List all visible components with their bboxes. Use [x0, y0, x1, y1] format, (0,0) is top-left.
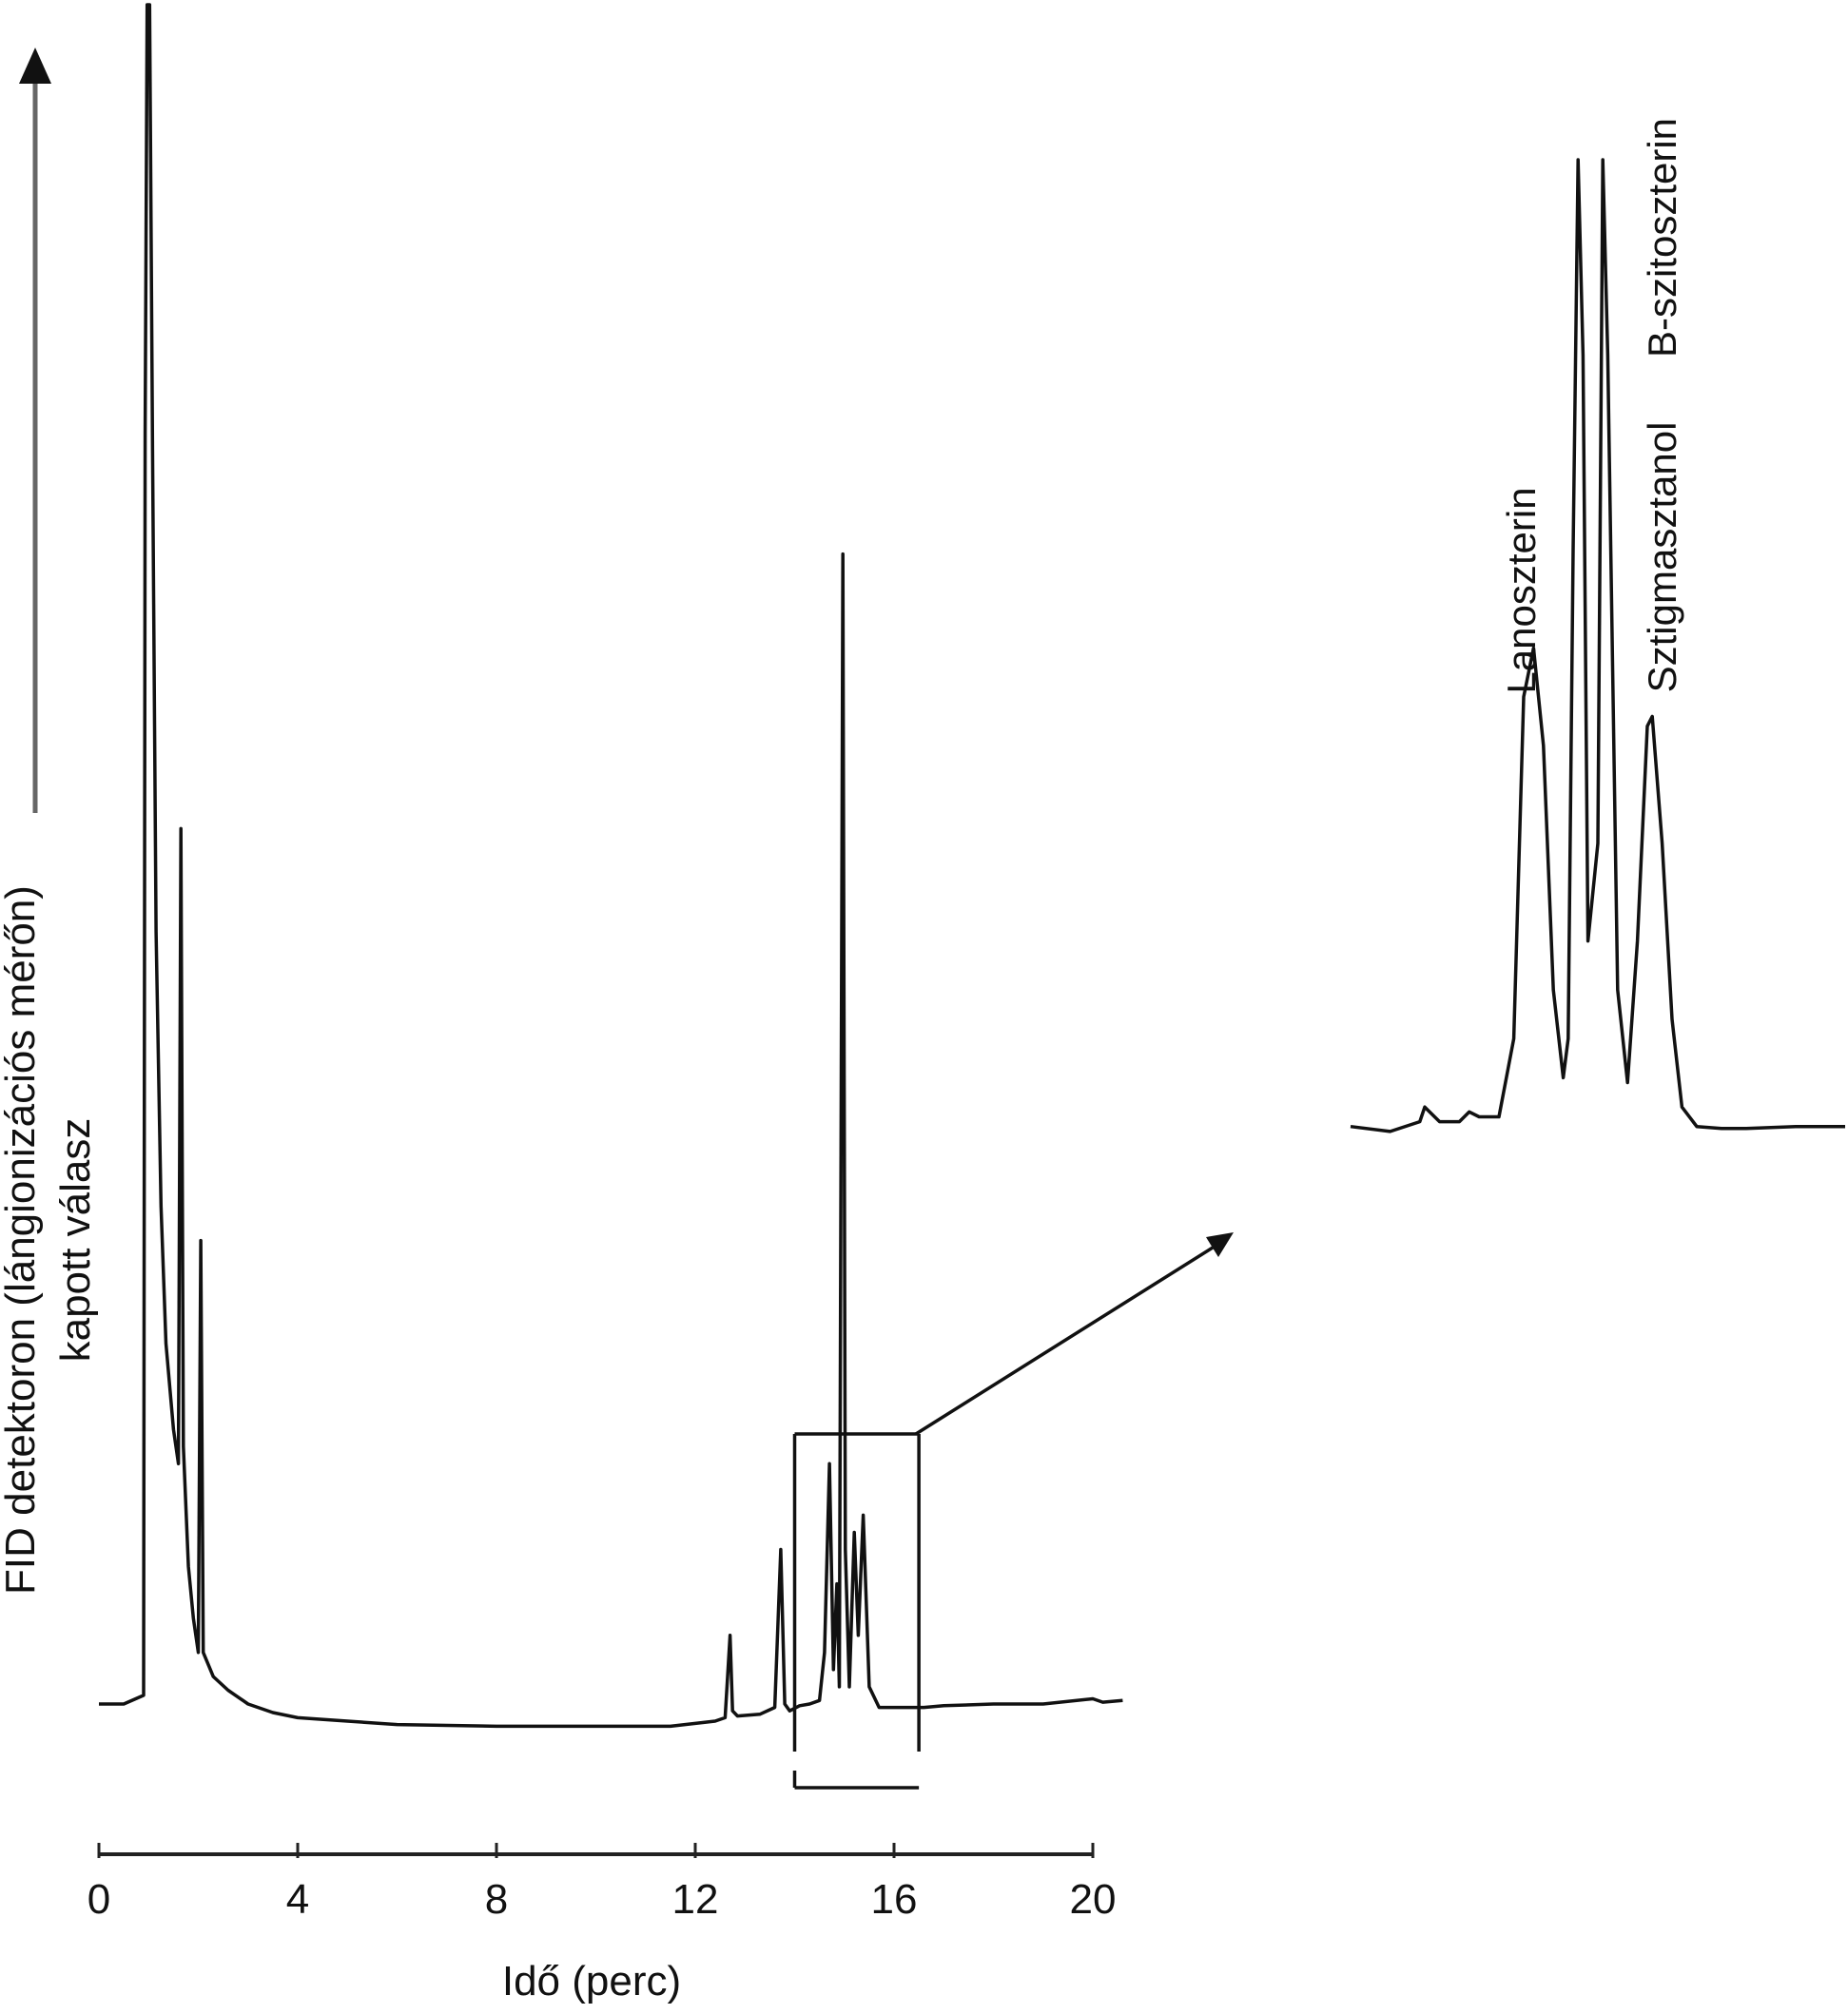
zoom-connector-arrow-head: [1206, 1232, 1234, 1257]
x-tick-label-2: 8: [485, 1876, 508, 1923]
x-tick-label-4: 16: [871, 1876, 918, 1923]
zoom-connector-arrow-line: [915, 1246, 1214, 1436]
peak-label-b-szitoszterin: B-szitoszterin: [1640, 118, 1684, 358]
x-tick-label-5: 20: [1070, 1876, 1117, 1923]
x-axis-title: Idő (perc): [502, 1958, 681, 2004]
x-tick-label-3: 12: [672, 1876, 719, 1923]
x-tick-label-0: 0: [88, 1876, 110, 1923]
peak-label-sztigmasztanol: Sztigmasztanol: [1640, 422, 1684, 693]
x-tick-label-1: 4: [286, 1876, 309, 1923]
peak-label-lanoszterin: Lanoszterin: [1499, 487, 1544, 693]
zoom-window: [792, 1432, 921, 1790]
y-axis-arrow-head: [19, 48, 51, 84]
inset-series-line: [1350, 158, 1845, 1133]
y-axis-title-line2: kapott válasz: [52, 1118, 99, 1363]
x-axis: 0 4 8 12 16 20: [88, 1843, 1117, 1923]
y-axis-title-line1: FID detektoron (lángionizációs mérőn): [0, 885, 44, 1595]
chromatogram-series-line: [99, 3, 1123, 1729]
